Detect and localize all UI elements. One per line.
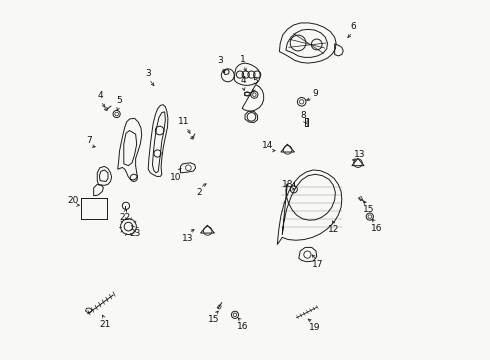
Text: 3: 3: [146, 69, 151, 78]
Text: 14: 14: [262, 141, 273, 150]
Text: 5: 5: [252, 77, 258, 86]
Text: 22: 22: [119, 213, 130, 222]
Text: 17: 17: [312, 260, 323, 269]
Text: 20: 20: [67, 196, 78, 205]
Text: 12: 12: [328, 225, 340, 234]
Text: 15: 15: [363, 205, 374, 214]
Text: 6: 6: [350, 22, 356, 31]
Text: 2: 2: [196, 188, 202, 197]
Text: 4: 4: [98, 91, 103, 100]
Text: 5: 5: [117, 96, 122, 105]
Text: 16: 16: [371, 224, 383, 233]
Text: 7: 7: [86, 136, 92, 145]
Text: 13: 13: [182, 234, 194, 243]
Text: 19: 19: [309, 323, 320, 332]
Text: 13: 13: [354, 150, 366, 159]
Text: 11: 11: [178, 117, 190, 126]
Text: 8: 8: [300, 111, 306, 120]
Text: 21: 21: [99, 320, 111, 329]
Text: 23: 23: [129, 229, 140, 238]
Text: 10: 10: [171, 173, 182, 182]
Text: 15: 15: [208, 315, 219, 324]
Text: 4: 4: [241, 76, 246, 85]
Text: 1: 1: [240, 55, 246, 64]
Text: 9: 9: [312, 89, 318, 98]
Text: 3: 3: [218, 57, 223, 66]
Text: 16: 16: [237, 322, 248, 331]
Text: 18: 18: [282, 180, 293, 189]
